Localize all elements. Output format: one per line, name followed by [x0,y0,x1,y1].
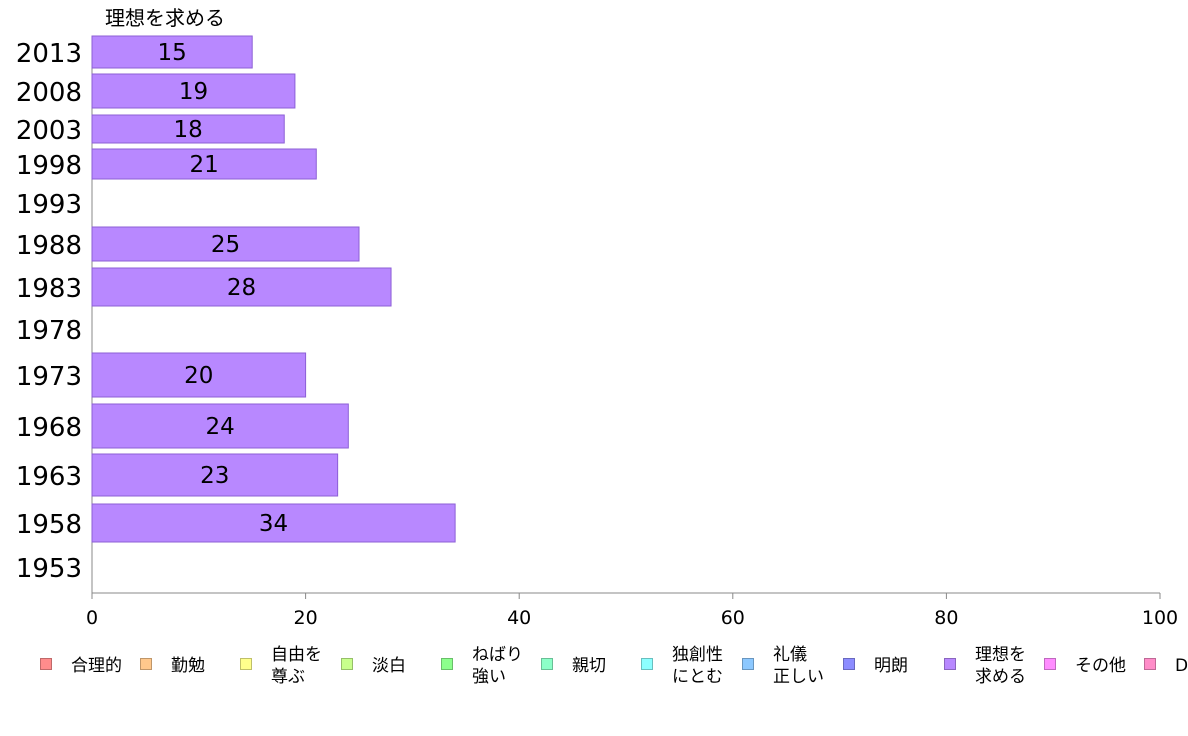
y-tick-label: 2008 [16,78,82,108]
legend-label: ねばり 強い [472,644,523,688]
series-title: 理想を求める [105,6,225,30]
legend-label-line: ねばり [472,645,523,665]
legend-swatch [843,658,855,670]
legend-label: 自由を 尊ぶ [271,644,322,688]
legend-label-line: 淡白 [372,656,406,676]
y-tick-label: 1968 [16,413,82,443]
legend-label-line: D [1175,656,1188,676]
bar-value-label: 19 [179,79,208,105]
bar-value-label: 18 [173,117,202,143]
legend-swatch [944,658,956,670]
y-tick-label: 1998 [16,151,82,181]
bar-value-label: 21 [189,152,218,178]
legend-swatch [1144,658,1156,670]
legend-label: 勤勉 [171,655,205,677]
x-tick-label: 100 [1142,607,1178,629]
x-tick-label: 0 [86,607,98,629]
x-tick-label: 20 [294,607,318,629]
bar [91,267,392,307]
bar [91,226,360,262]
x-tick-label: 80 [934,607,958,629]
bar [91,148,317,180]
bar-value-label: 23 [200,463,229,489]
legend-label-line: 正しい [773,667,824,687]
bar [91,114,285,144]
legend-label-line: 親切 [572,656,606,676]
legend-label-line: 理想を [975,645,1026,665]
legend-label: 親切 [572,655,606,677]
bar [91,73,296,109]
y-tick-label: 1973 [16,362,82,392]
legend-swatch [742,658,754,670]
bar-value-label: 25 [211,232,240,258]
legend-swatch [140,658,152,670]
legend-label: 礼儀 正しい [773,644,824,688]
bar [91,503,456,543]
legend-swatch [341,658,353,670]
legend-label-line: 自由を [271,645,322,665]
bar [91,403,349,449]
y-tick-label: 1953 [16,554,82,584]
legend-label-line: 強い [472,667,506,687]
bar [91,453,339,497]
legend-label: 合理的 [71,655,122,677]
x-tick-label: 60 [721,607,745,629]
legend-label-line: 勤勉 [171,656,205,676]
legend-label: 淡白 [372,655,406,677]
legend-label-line: その他 [1075,656,1126,676]
bar [91,352,307,398]
legend-swatch [541,658,553,670]
y-tick-label: 1983 [16,274,82,304]
legend-label-line: 独創性 [672,645,723,665]
legend-swatch [40,658,52,670]
legend-swatch [240,658,252,670]
legend-label: 明朗 [874,655,908,677]
legend-swatch [441,658,453,670]
y-tick-label: 2003 [16,116,82,146]
bar [91,35,253,69]
legend-label-line: 尊ぶ [271,667,305,687]
legend-label: その他 [1075,655,1126,677]
legend-label-line: 明朗 [874,656,908,676]
legend-label-line: にとむ [672,667,723,687]
y-tick-label: 1958 [16,510,82,540]
y-tick-label: 1988 [16,231,82,261]
legend-label: 理想を 求める [975,644,1026,688]
y-tick-label: 1963 [16,462,82,492]
bar-value-label: 34 [259,511,288,537]
x-tick-label: 40 [507,607,531,629]
legend-label-line: 礼儀 [773,645,807,665]
bar-value-label: 28 [227,275,256,301]
bar-value-label: 20 [184,363,213,389]
y-tick-label: 1993 [16,190,82,220]
legend-label-line: 合理的 [71,656,122,676]
legend-label-line: 求める [975,667,1026,687]
bar-value-label: 24 [206,414,235,440]
legend: 合理的 勤勉 自由を 尊ぶ 淡白 ねばり 強い 親切 独創性 にとむ 礼儀 正しい 明朗 理想を 求める その… [0,640,1188,700]
legend-swatch [641,658,653,670]
legend-label: D [1175,655,1188,677]
legend-label: 独創性 にとむ [672,644,723,688]
legend-swatch [1044,658,1056,670]
y-tick-label: 1978 [16,316,82,346]
y-tick-label: 2013 [16,39,82,69]
bar-value-label: 15 [157,40,186,66]
